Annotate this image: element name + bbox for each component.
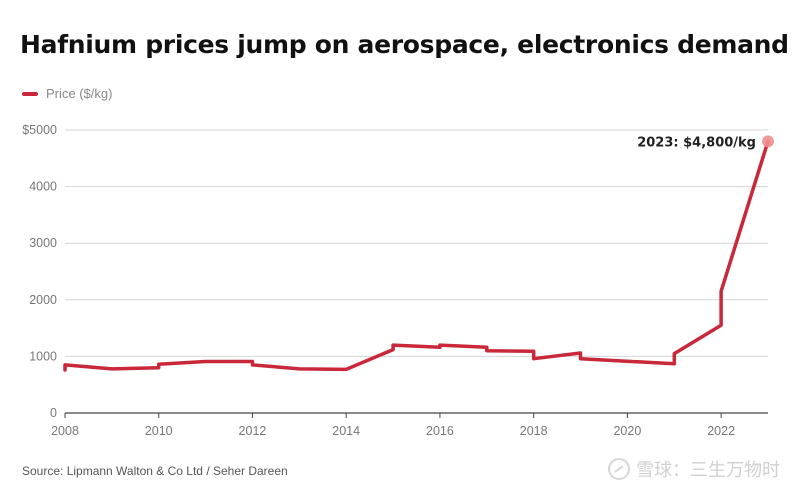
y-tick-label: 4000	[29, 180, 57, 194]
y-tick-label: 2000	[29, 293, 57, 307]
x-tick-label: 2018	[520, 424, 548, 438]
watermark-text: 雪球：三生万物时	[636, 460, 780, 481]
x-tick-label: 2020	[613, 424, 641, 438]
watermark: 雪球：三生万物时	[608, 456, 780, 482]
x-tick-label: 2022	[707, 424, 735, 438]
source-note: Source: Lipmann Walton & Co Ltd / Seher …	[22, 464, 288, 478]
series-line	[63, 139, 770, 372]
chart-title: Hafnium prices jump on aerospace, electr…	[20, 30, 789, 59]
y-tick-label: 0	[50, 406, 57, 420]
x-tick-label: 2014	[332, 424, 360, 438]
y-tick-label: 3000	[29, 236, 57, 250]
x-tick-label: 2016	[426, 424, 454, 438]
legend: Price ($/kg)	[22, 86, 112, 101]
legend-swatch	[22, 91, 38, 96]
annotation-point	[762, 135, 774, 148]
x-tick-label: 2010	[145, 424, 173, 438]
x-tick-label: 2012	[239, 424, 267, 438]
legend-label: Price ($/kg)	[46, 86, 113, 101]
annotation-label: 2023: $4,800/kg	[637, 135, 756, 150]
x-tick-label: 2008	[51, 424, 79, 438]
snowball-logo-icon	[608, 458, 630, 480]
y-tick-label: 1000	[29, 349, 57, 363]
y-tick-label: $5000	[22, 123, 57, 137]
